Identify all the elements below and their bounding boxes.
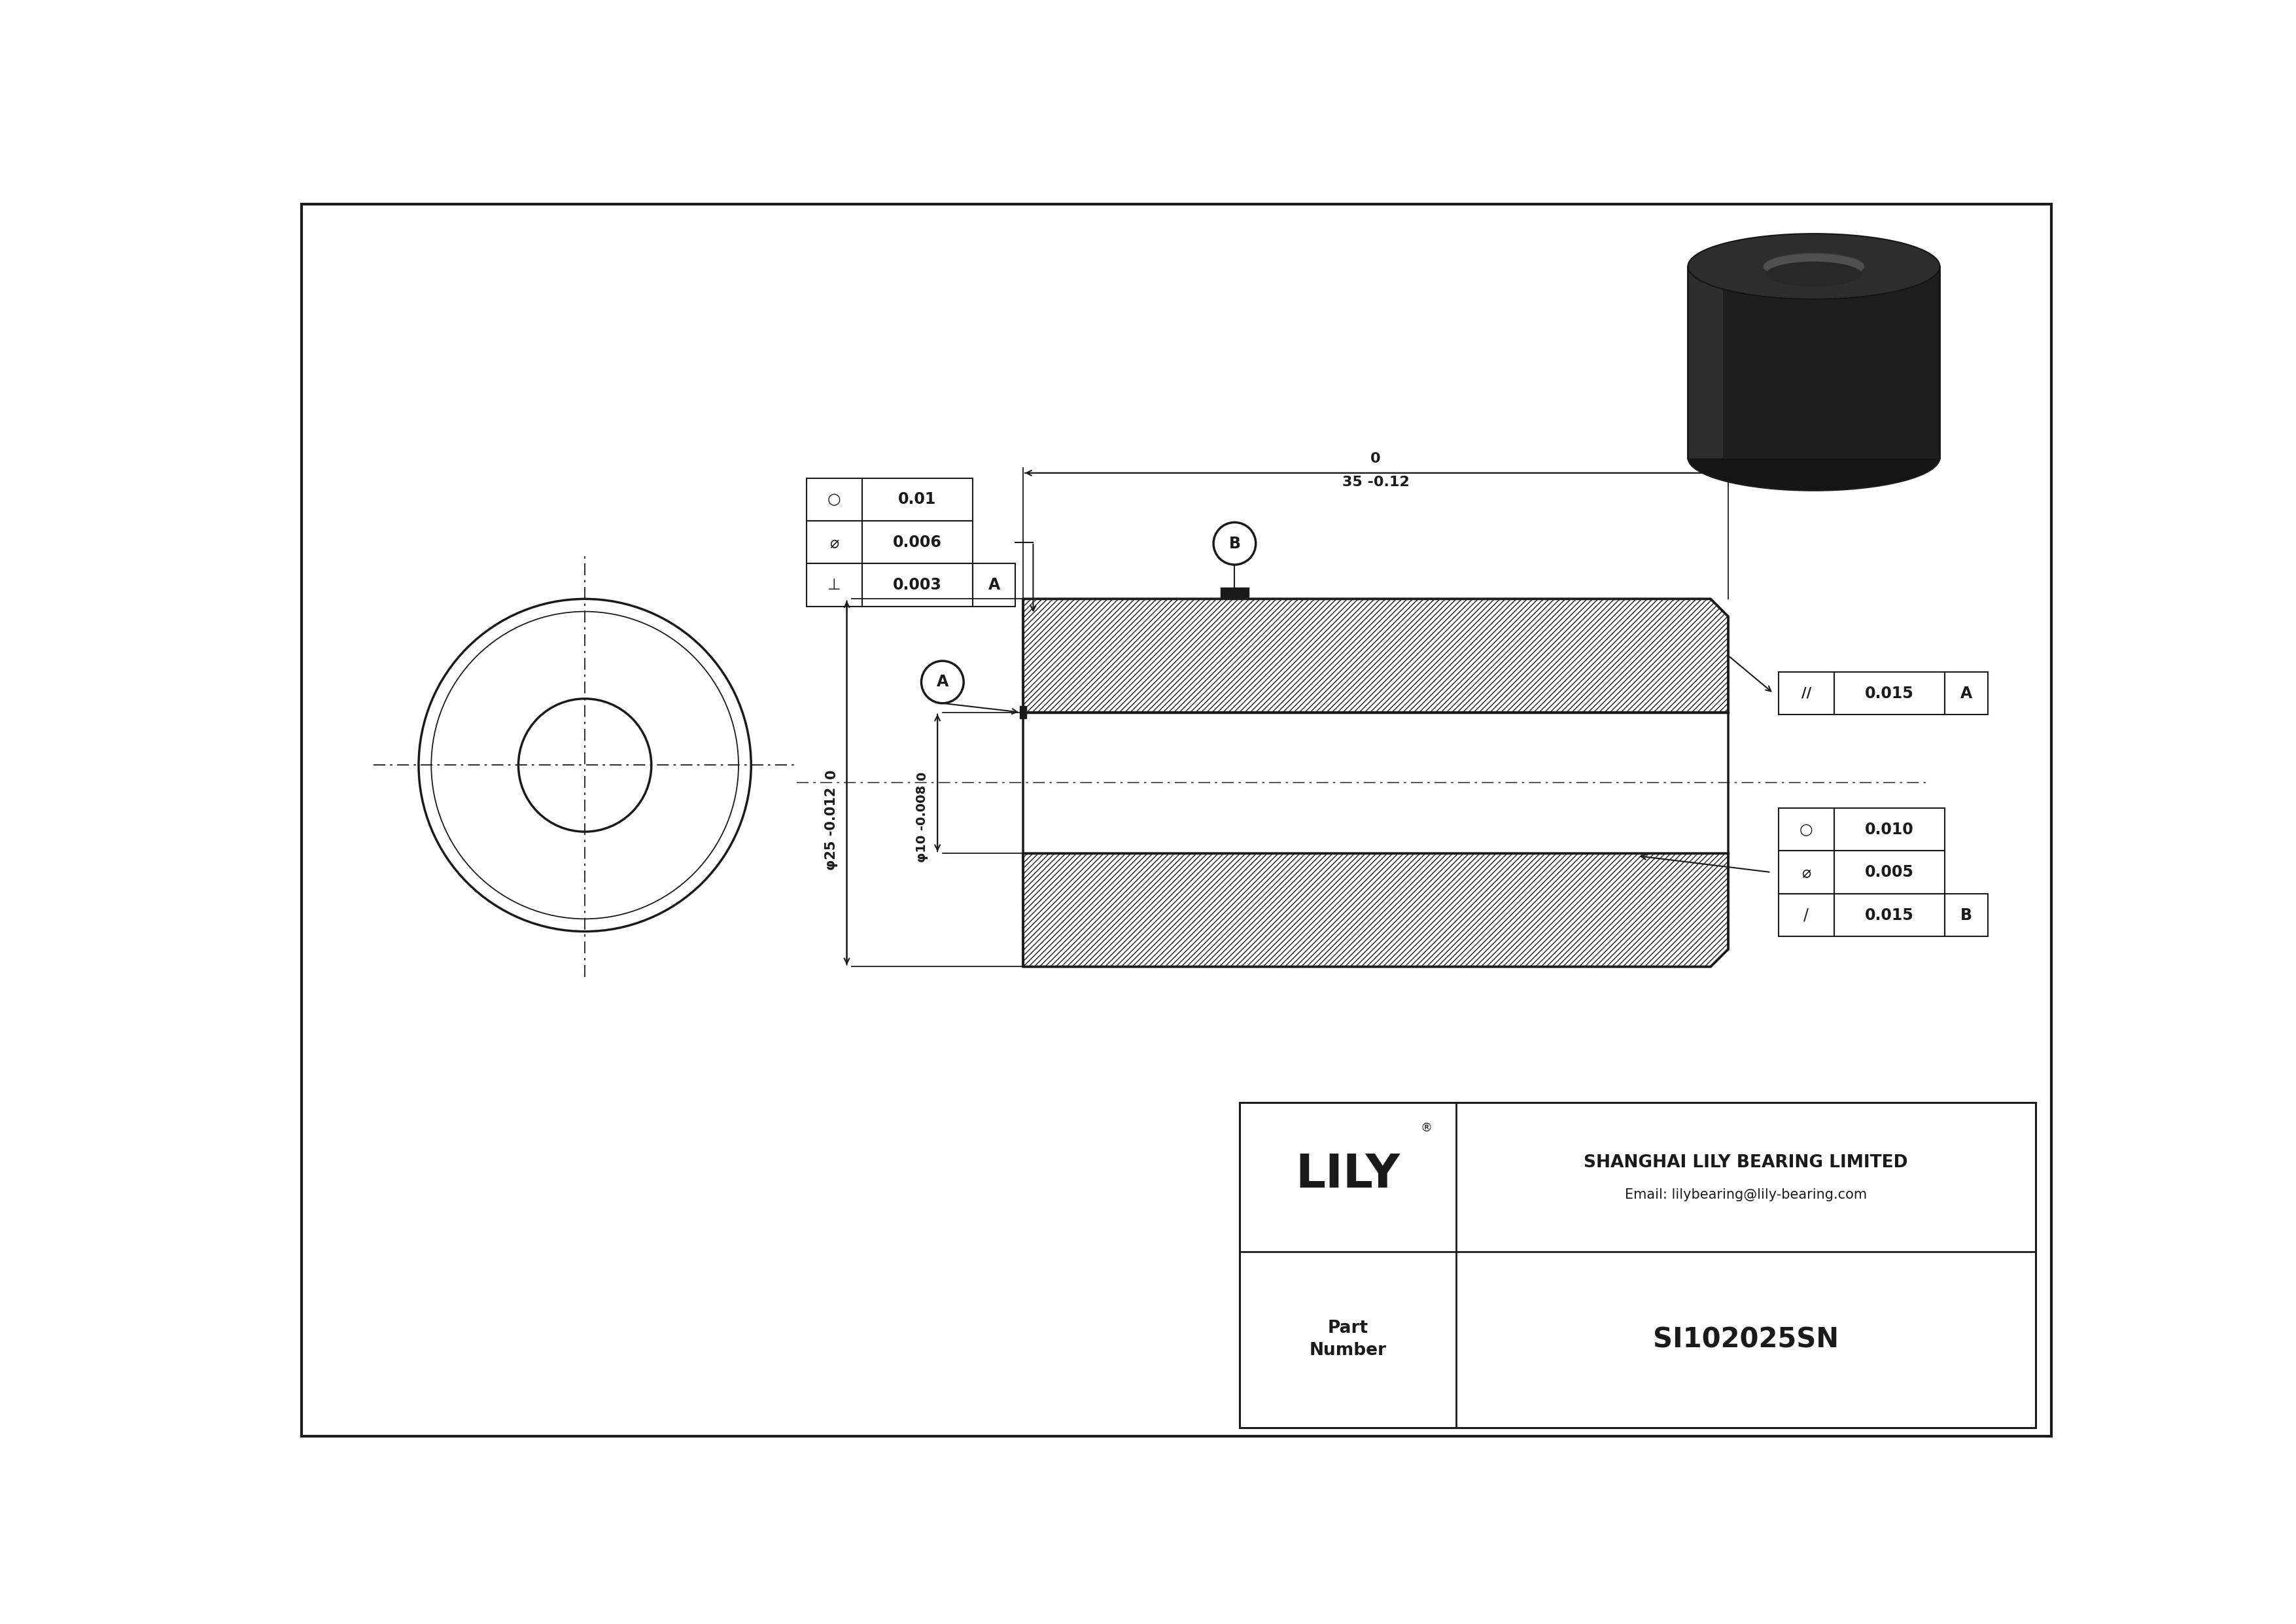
Ellipse shape: [1763, 253, 1864, 279]
Text: 35 -0.12: 35 -0.12: [1343, 476, 1410, 489]
Bar: [861, 521, 974, 564]
Text: ⌀: ⌀: [1802, 864, 1812, 880]
Bar: [1945, 672, 1988, 715]
Text: Email: lilybearing@lily-bearing.com: Email: lilybearing@lily-bearing.com: [1626, 1189, 1867, 1202]
Bar: [806, 564, 861, 606]
Text: A: A: [987, 577, 1001, 593]
Text: Part
Number: Part Number: [1309, 1320, 1387, 1359]
Text: 0.006: 0.006: [893, 534, 941, 551]
Text: 0: 0: [824, 770, 838, 780]
Text: 0.01: 0.01: [898, 492, 937, 507]
Bar: [1779, 893, 1835, 937]
Text: B: B: [1228, 536, 1240, 552]
Ellipse shape: [1688, 425, 1940, 490]
Text: 0.005: 0.005: [1864, 864, 1915, 880]
Bar: [806, 477, 861, 521]
Bar: [1835, 672, 1945, 715]
Text: 0.015: 0.015: [1864, 685, 1915, 702]
Text: 0.003: 0.003: [893, 577, 941, 593]
Text: ○: ○: [827, 492, 840, 507]
Bar: [806, 521, 861, 564]
Bar: [1835, 851, 1945, 893]
Bar: [1779, 672, 1835, 715]
Bar: [861, 564, 974, 606]
Text: B: B: [1961, 908, 1972, 922]
Text: 0.015: 0.015: [1864, 908, 1915, 922]
Bar: [1240, 1103, 2037, 1427]
Text: φ25 -0.012: φ25 -0.012: [824, 788, 838, 870]
Text: A: A: [937, 674, 948, 690]
Bar: [1835, 893, 1945, 937]
Bar: [1019, 706, 1026, 718]
Polygon shape: [1024, 599, 1729, 713]
Text: φ10 -0.008: φ10 -0.008: [916, 786, 928, 862]
Bar: [1688, 266, 1940, 458]
Bar: [861, 477, 974, 521]
Text: SHANGHAI LILY BEARING LIMITED: SHANGHAI LILY BEARING LIMITED: [1584, 1155, 1908, 1171]
Bar: [1221, 588, 1249, 599]
Text: ⊥: ⊥: [827, 577, 840, 593]
Text: 0.010: 0.010: [1864, 822, 1915, 838]
Ellipse shape: [1688, 234, 1940, 299]
Bar: [1945, 893, 1988, 937]
Polygon shape: [1688, 266, 1724, 458]
Text: A: A: [1961, 685, 1972, 702]
Text: ○: ○: [1800, 822, 1814, 838]
Bar: [1835, 809, 1945, 851]
Text: LILY: LILY: [1295, 1151, 1401, 1197]
Bar: [1779, 809, 1835, 851]
Ellipse shape: [1766, 261, 1862, 286]
Bar: [1779, 851, 1835, 893]
Bar: [974, 564, 1015, 606]
Text: /: /: [1805, 908, 1809, 922]
Polygon shape: [1024, 853, 1729, 966]
Text: SI102025SN: SI102025SN: [1653, 1325, 1839, 1353]
Text: //: //: [1802, 687, 1812, 700]
Text: ⌀: ⌀: [829, 534, 838, 551]
Text: ®: ®: [1421, 1122, 1433, 1134]
Text: 0: 0: [1371, 453, 1380, 466]
Text: 0: 0: [916, 771, 928, 780]
